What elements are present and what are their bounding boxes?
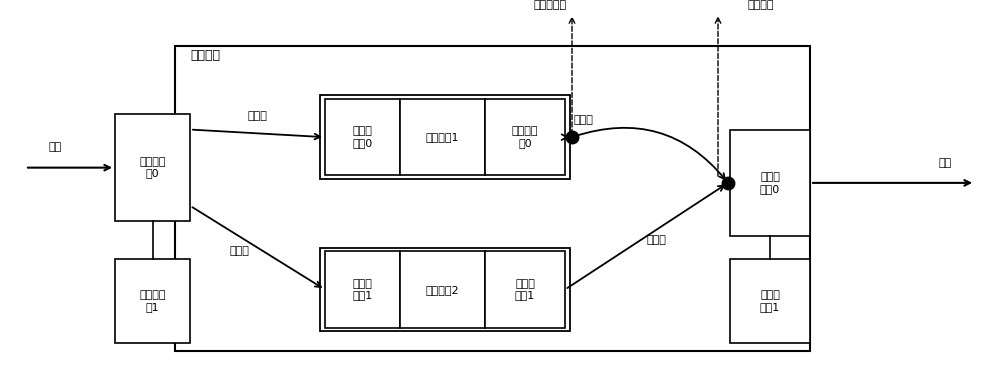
Text: 内部出端
口0: 内部出端 口0	[512, 126, 538, 148]
Bar	[115, 114, 190, 221]
Text: 处理单元2: 处理单元2	[426, 285, 459, 295]
Text: 数据流: 数据流	[647, 235, 666, 245]
Bar	[175, 46, 810, 351]
Text: 处理单元1: 处理单元1	[426, 132, 459, 142]
Text: 外部入端
口0: 外部入端 口0	[139, 157, 166, 178]
Bar	[325, 251, 400, 328]
Text: 数据流: 数据流	[230, 247, 250, 256]
Bar	[325, 99, 400, 175]
Text: 流量: 流量	[48, 142, 62, 152]
Bar	[320, 95, 570, 179]
Text: 产生微突发: 产生微突发	[534, 0, 567, 10]
Text: 外部入端
口1: 外部入端 口1	[139, 290, 166, 312]
Bar	[730, 259, 810, 343]
Text: 内部入
端口0: 内部入 端口0	[352, 126, 373, 148]
Text: 内部入
端口1: 内部入 端口1	[352, 279, 373, 300]
Bar	[400, 99, 485, 175]
Bar	[485, 99, 565, 175]
Bar	[485, 251, 565, 328]
Bar	[400, 251, 485, 328]
Bar	[320, 248, 570, 331]
Text: 内部出
端口1: 内部出 端口1	[515, 279, 535, 300]
Bar	[115, 259, 190, 343]
Text: 外部出
端口1: 外部出 端口1	[760, 290, 780, 312]
Bar	[730, 130, 810, 236]
Text: 网络设备: 网络设备	[190, 49, 220, 62]
Text: 外部出
端口0: 外部出 端口0	[760, 172, 780, 194]
Text: 流量: 流量	[938, 158, 952, 168]
Text: 数据流: 数据流	[574, 115, 593, 125]
Text: 数据流: 数据流	[248, 111, 267, 121]
Text: 产生拥塞: 产生拥塞	[748, 0, 774, 10]
